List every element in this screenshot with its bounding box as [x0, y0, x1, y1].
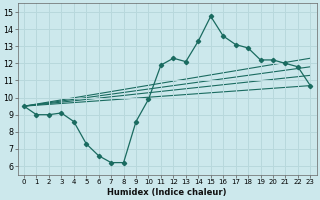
X-axis label: Humidex (Indice chaleur): Humidex (Indice chaleur): [108, 188, 227, 197]
